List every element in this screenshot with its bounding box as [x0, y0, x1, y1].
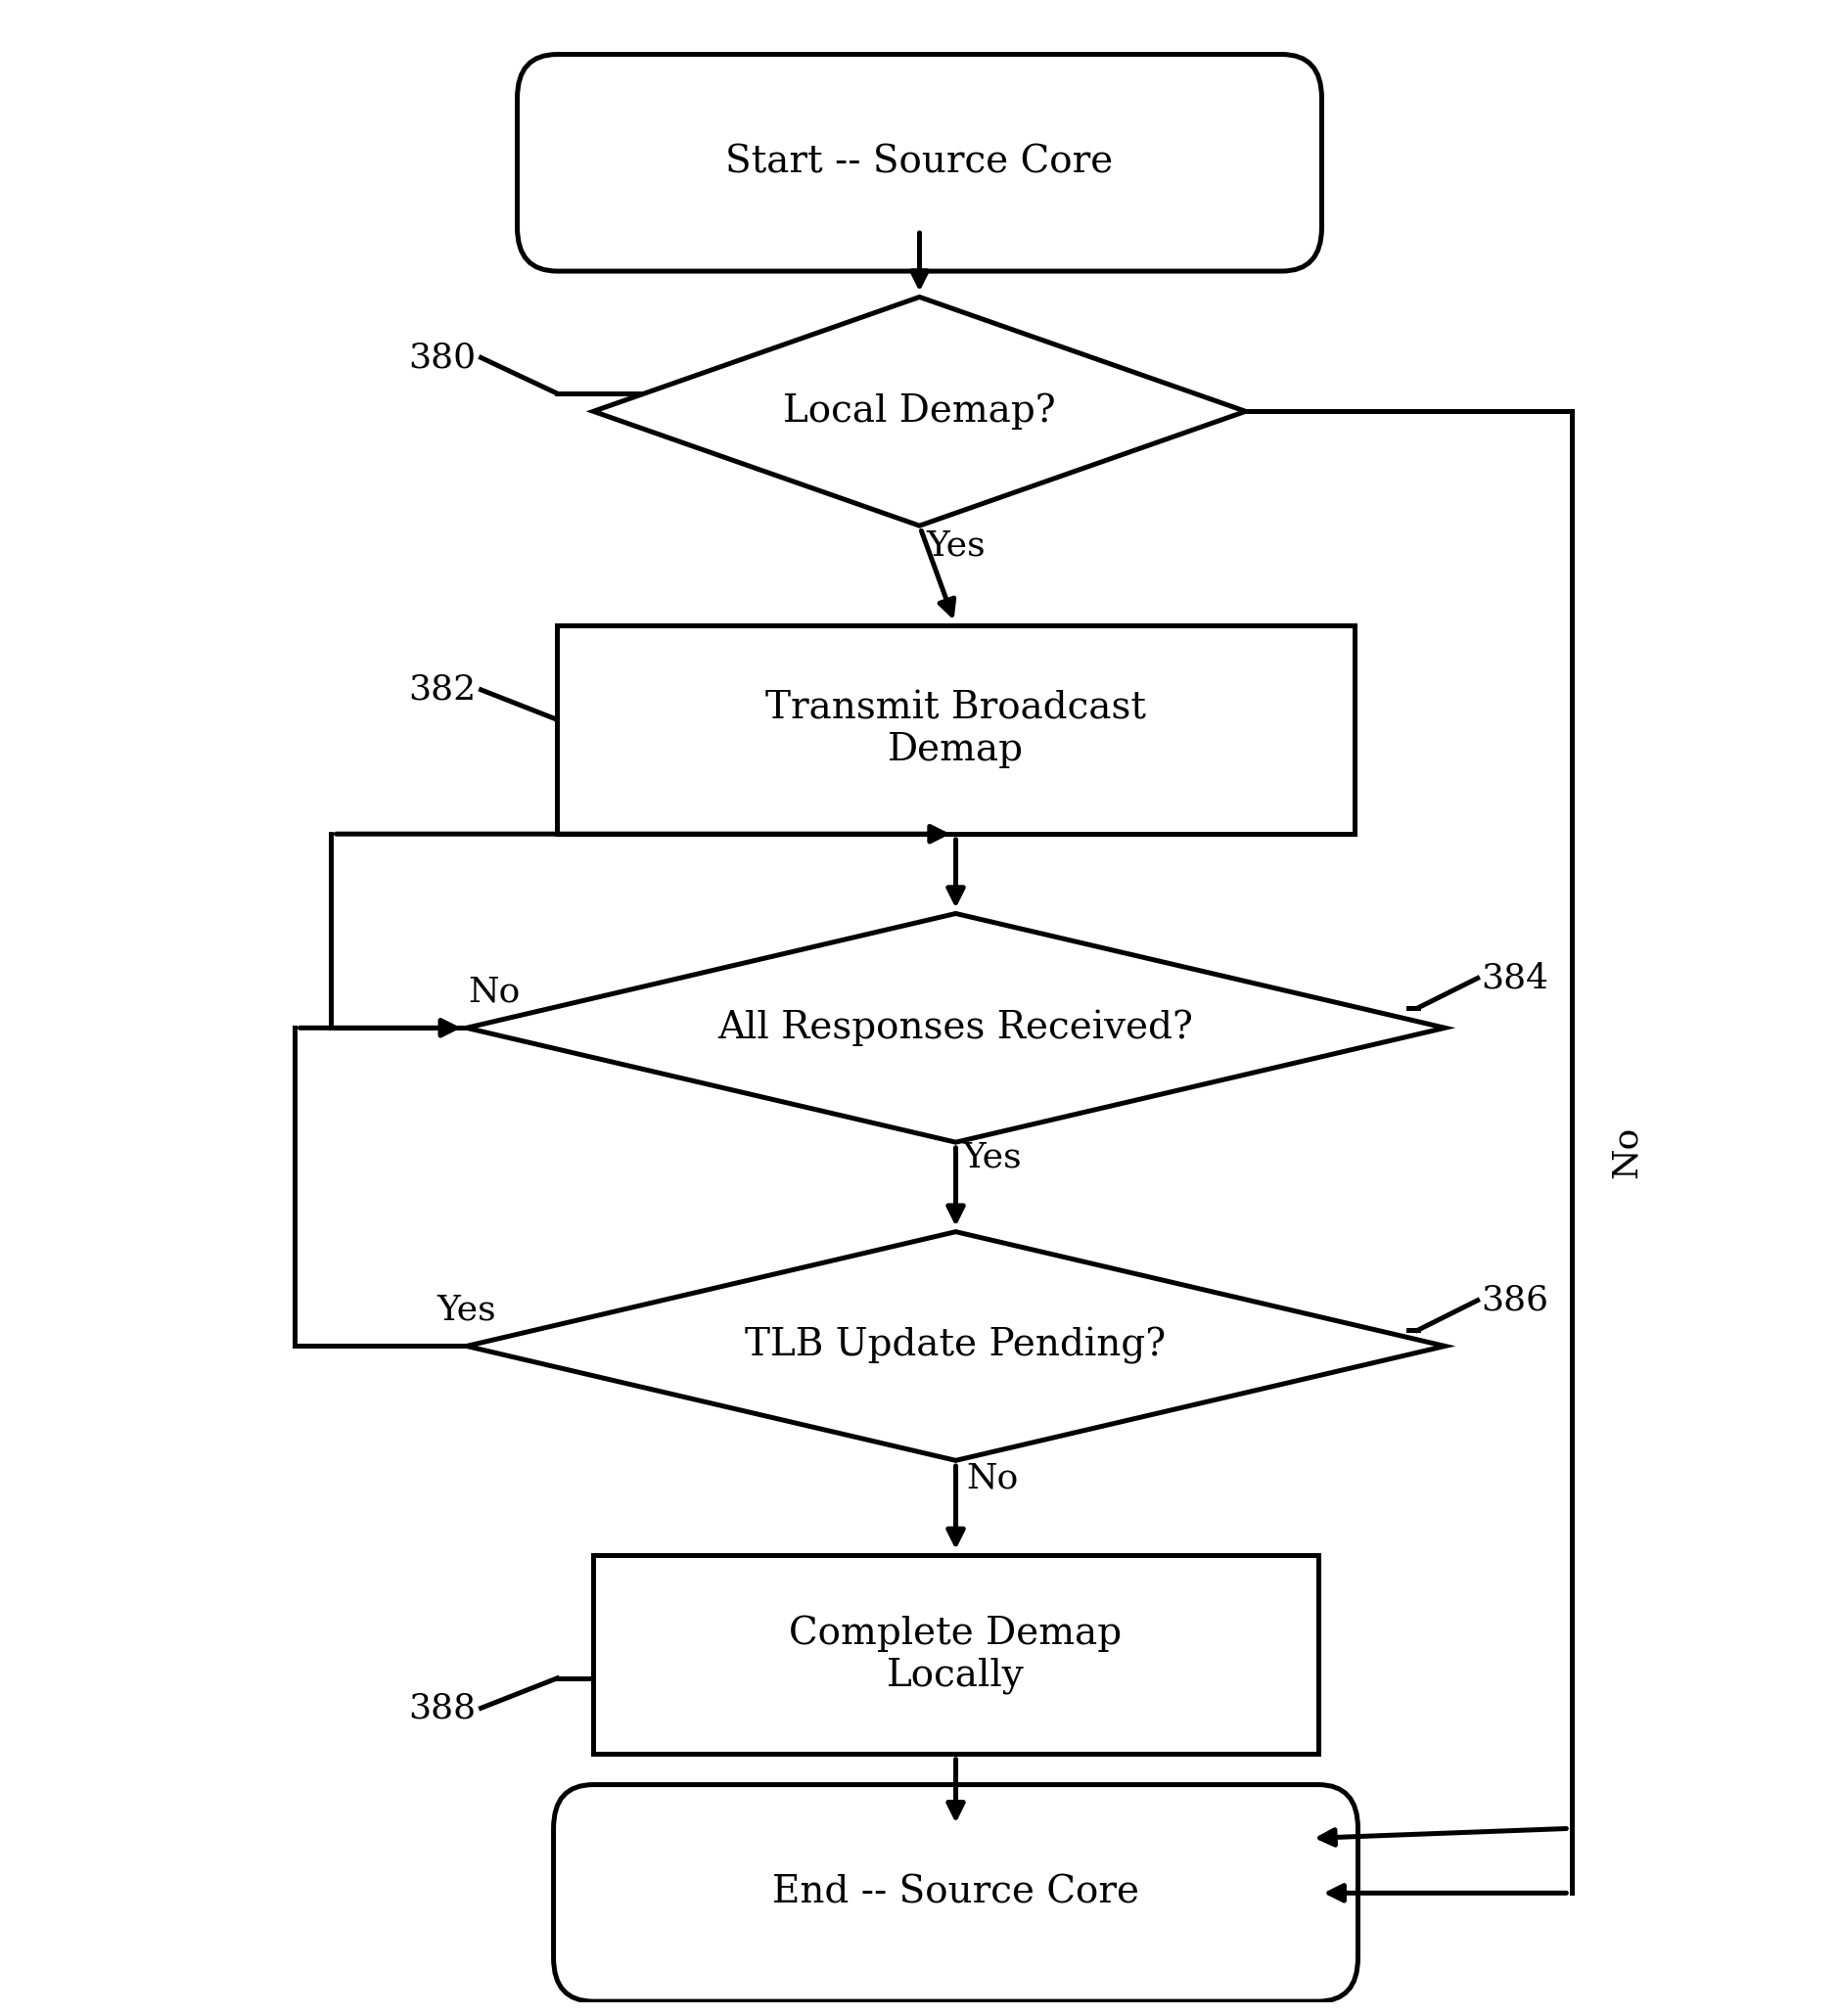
Text: No: No	[965, 1462, 1019, 1494]
Text: Local Demap?: Local Demap?	[783, 393, 1056, 429]
Text: Transmit Broadcast
Demap: Transmit Broadcast Demap	[765, 691, 1146, 768]
Text: Start -- Source Core: Start -- Source Core	[726, 145, 1113, 181]
FancyBboxPatch shape	[554, 1784, 1357, 2002]
Text: Yes: Yes	[927, 528, 986, 562]
Text: End -- Source Core: End -- Source Core	[772, 1875, 1138, 1911]
Text: 380: 380	[408, 341, 476, 375]
FancyBboxPatch shape	[517, 54, 1322, 270]
Bar	[594, 1554, 1319, 1754]
Polygon shape	[594, 296, 1245, 526]
Bar	[557, 625, 1354, 835]
Text: Yes: Yes	[962, 1141, 1022, 1173]
Text: 384: 384	[1480, 962, 1548, 994]
Text: No: No	[467, 976, 520, 1008]
Text: TLB Update Pending?: TLB Update Pending?	[745, 1327, 1166, 1365]
Polygon shape	[467, 1232, 1445, 1460]
Text: 382: 382	[408, 673, 476, 706]
Text: All Responses Received?: All Responses Received?	[717, 1010, 1194, 1046]
Polygon shape	[467, 913, 1445, 1143]
Text: 386: 386	[1480, 1284, 1548, 1316]
Text: 388: 388	[408, 1691, 476, 1726]
Text: Yes: Yes	[438, 1294, 497, 1327]
Text: Complete Demap
Locally: Complete Demap Locally	[789, 1615, 1122, 1693]
Text: No: No	[1609, 1127, 1642, 1177]
